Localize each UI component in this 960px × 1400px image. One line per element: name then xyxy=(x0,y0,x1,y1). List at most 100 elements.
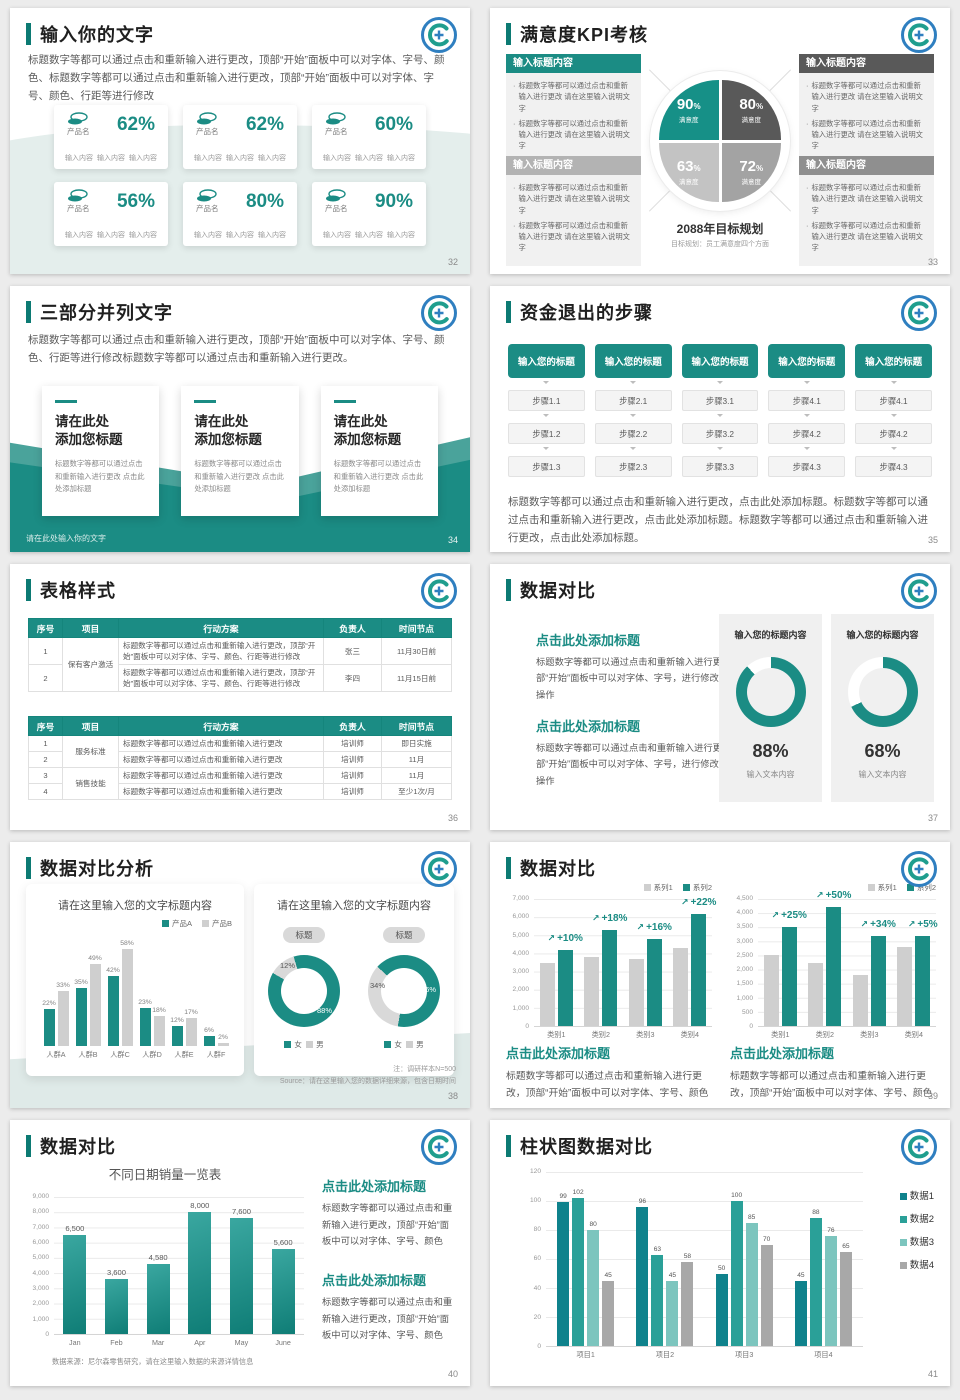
column-header[interactable]: 输入您的标题 xyxy=(594,344,672,378)
step-box[interactable]: 步骤1.3 xyxy=(508,456,585,477)
text-block-2: 点击此处添加标题 标题数字等都可以通过点击和重新输入进行更改，顶部“开始”面板中可… xyxy=(322,1270,456,1344)
block-heading: 点击此处添加标题 xyxy=(536,633,641,648)
step-box[interactable]: 步骤4.3 xyxy=(855,456,932,477)
slide-41[interactable]: 柱状图数据对比 120 100 80 60 40 20 0 99 102 80 45 项目1 96 63 4… xyxy=(490,1120,950,1386)
column-header: 序号 xyxy=(28,716,63,736)
product-card[interactable]: 产品名 62% 输入内容 输入内容 输入内容 xyxy=(54,105,168,169)
step-box[interactable]: 步骤4.1 xyxy=(855,390,932,411)
column-header[interactable]: 输入您的标题 xyxy=(508,344,585,378)
bar: 35% xyxy=(74,979,88,1046)
product-card[interactable]: 产品名 62% 输入内容 输入内容 输入内容 xyxy=(183,105,297,169)
legend-swatch xyxy=(899,1262,907,1269)
time-cell: 至少1次/月 xyxy=(381,783,452,800)
owner-cell: 培训师 xyxy=(323,735,382,752)
donut-card[interactable]: 输入您的标题内容 68% 输入文本内容 xyxy=(831,614,934,802)
donut-card[interactable]: 输入您的标题内容 88% 输入文本内容 xyxy=(719,614,822,802)
bar: 76 xyxy=(824,1227,837,1346)
slide-title: 柱状图数据对比 xyxy=(520,1137,653,1157)
bar: 12% xyxy=(170,1017,184,1046)
slide-35[interactable]: 资金退出的步骤 输入您的标题 步骤1.1 步骤1.2 步骤1.3 输入您的标题 步骤2.… xyxy=(490,286,950,552)
page-number: 39 xyxy=(927,1091,938,1101)
step-box[interactable]: 步骤4.1 xyxy=(768,390,846,411)
slide-36[interactable]: 表格样式 序号 项目 行动方案 负责人 时间节点 1 保有客户激活 标题数字等都可以… xyxy=(10,564,470,830)
product-card[interactable]: 产品名 60% 输入内容 输入内容 输入内容 xyxy=(312,105,426,169)
step-box[interactable]: 步骤3.3 xyxy=(681,456,759,477)
bar-group: +34% 类别3 xyxy=(852,899,896,1039)
table-row: 2 标题数字等都可以通过点击和重新输入进行更改 培训师 11月 xyxy=(28,751,452,768)
bar: 80 xyxy=(587,1221,600,1346)
step-box[interactable]: 步骤4.2 xyxy=(768,423,846,444)
slide-38[interactable]: 数据对比分析 请在这里输入您的文字标题内容 产品A 产品B 22% 33% 人群A 3… xyxy=(10,842,470,1108)
bar xyxy=(539,962,555,1026)
slide-33[interactable]: 满意度KPI考核 输入标题内容 · 标题数字等都可以通过点击和重新输入进行更改 请… xyxy=(490,8,950,274)
text-block-1: 点击此处添加标题 标题数字等都可以通过点击和重新输入进行更改，顶部“开始”面板中可… xyxy=(322,1176,456,1250)
step-box[interactable]: 步骤2.3 xyxy=(594,456,672,477)
legend-swatch xyxy=(899,1193,907,1200)
text-card[interactable]: 请在此处 添加您标题 标题数字等都可以通过点击和重新输入进行更改 点击此处添加标题 xyxy=(42,386,160,516)
product-card[interactable]: 产品名 80% 输入内容 输入内容 输入内容 xyxy=(183,182,297,246)
slide-40[interactable]: 数据对比 不同日期销量一览表 9,000 8,000 7,000 6,000 5,000… xyxy=(10,1120,470,1386)
bar: +10% xyxy=(557,933,583,1026)
column-header: 负责人 xyxy=(323,618,382,638)
product-card[interactable]: 产品名 56% 输入内容 输入内容 输入内容 xyxy=(54,182,168,246)
bar-group: 8,000 Apr xyxy=(188,1197,212,1347)
kpi-bullet-text: 标题数字等都可以通过点击和重新输入进行更改 请在这里输入说明文字 xyxy=(518,118,630,151)
column-header[interactable]: 输入您的标题 xyxy=(768,344,846,378)
slide-37[interactable]: 数据对比 点击此处添加标题 标题数字等都可以通过点击和重新输入进行更改，顶部“开始… xyxy=(490,564,950,830)
bar-group: +5% 类别4 xyxy=(897,899,938,1039)
step-box[interactable]: 步骤4.3 xyxy=(768,456,846,477)
bar-value-label: 45 xyxy=(668,1271,677,1279)
slide-34[interactable]: 三部分并列文字 标题数字等都可以通过点击和重新输入进行更改，顶部“开始”面板中可… xyxy=(10,286,470,552)
slide-32[interactable]: 输入你的文字 标题数字等都可以通过点击和重新输入进行更改，顶部“开始”面板中可以… xyxy=(10,8,470,274)
gender-donut-group-2: 标题 34% 66% 女 男 xyxy=(361,925,447,1050)
bar-annotation: +50% xyxy=(816,890,852,901)
arrow-down-icon xyxy=(890,381,897,387)
kpi-bullet-text: 标题数字等都可以通过点击和重新输入进行更改 请在这里输入说明文字 xyxy=(518,81,630,113)
step-box[interactable]: 步骤1.1 xyxy=(508,390,585,411)
accent-dash xyxy=(55,400,77,403)
percentage-value: 62% xyxy=(245,113,284,135)
step-box[interactable]: 步骤1.2 xyxy=(508,423,585,444)
kpi-box-top-right: 输入标题内容 · 标题数字等都可以通过点击和重新输入进行更改 请在这里输入说明文字… xyxy=(799,54,934,164)
step-box[interactable]: 步骤3.2 xyxy=(681,423,759,444)
plate-icon xyxy=(68,189,88,202)
slide-title: 数据对比 xyxy=(520,859,596,879)
arrow-down-icon xyxy=(543,447,550,453)
segment-label: 66% xyxy=(420,985,436,994)
step-box[interactable]: 步骤3.1 xyxy=(681,390,759,411)
three-card-row: 请在此处 添加您标题 标题数字等都可以通过点击和重新输入进行更改 点击此处添加标题 … xyxy=(42,386,438,516)
bar-annotation: +34% xyxy=(861,919,896,930)
page-number: 41 xyxy=(927,1369,938,1379)
slide-39[interactable]: 数据对比 系列1 系列2 7,000 6,000 5,000 4,000 3,000 2,… xyxy=(490,842,950,1108)
block-body: 标题数字等都可以通过点击和重新输入进行更改，顶部“开始”面板中可以对字体、字号、… xyxy=(506,1071,709,1100)
step-column-3: 输入您的标题步骤3.1 步骤3.2 步骤3.3 xyxy=(681,344,759,477)
accent-dash xyxy=(333,400,356,403)
owner-cell: 张三 xyxy=(323,637,382,665)
slide-title: 数据对比分析 xyxy=(40,859,154,879)
slide-title: 资金退出的步骤 xyxy=(520,303,653,323)
legend-item: 系列1 xyxy=(867,882,897,893)
column-header[interactable]: 输入您的标题 xyxy=(681,344,759,378)
category-label: 人群B xyxy=(78,1050,98,1059)
bar: +5% xyxy=(915,919,938,1026)
bar: 17% xyxy=(184,1009,198,1046)
kpi-bullet-text: 标题数字等都可以通过点击和重新输入进行更改 请在这里输入说明文字 xyxy=(811,183,923,215)
product-name-label: 产品名 xyxy=(196,127,219,136)
card-title-line2: 添加您标题 xyxy=(55,432,123,448)
content-placeholder: 输入内容 xyxy=(387,232,415,239)
category-label: 类别4 xyxy=(904,1030,923,1039)
bar-value-label: 102 xyxy=(572,1189,584,1197)
text-card[interactable]: 请在此处 添加您标题 标题数字等都可以通过点击和重新输入进行更改 点击此处添加标题 xyxy=(181,386,299,516)
text-card[interactable]: 请在此处 添加您标题 标题数字等都可以通过点击和重新输入进行更改 点击此处添加标题 xyxy=(320,386,438,516)
product-card[interactable]: 产品名 90% 输入内容 输入内容 输入内容 xyxy=(312,182,426,246)
step-box[interactable]: 步骤2.2 xyxy=(594,423,672,444)
bar-value-label: 6% xyxy=(204,1027,214,1034)
step-box[interactable]: 步骤2.1 xyxy=(594,390,672,411)
category-label: 类别1 xyxy=(547,1030,566,1039)
plot-area: 22% 33% 人群A 35% 49% 人群B 42% 58% 人群C 23% 18% 人群D 12% 1… xyxy=(40,940,232,1059)
step-box[interactable]: 步骤4.2 xyxy=(855,423,932,444)
chart-title: 请在这里输入您的文字标题内容 xyxy=(277,900,431,912)
column-header[interactable]: 输入您的标题 xyxy=(855,344,932,378)
hospital-logo-icon xyxy=(901,851,937,887)
plate-icon xyxy=(326,112,346,125)
